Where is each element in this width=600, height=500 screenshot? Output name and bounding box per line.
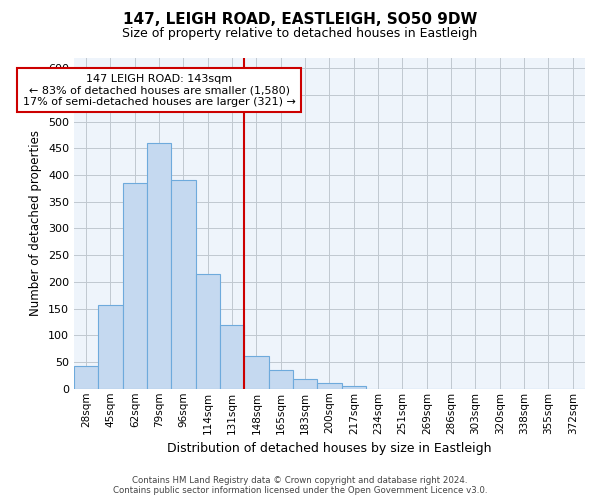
Text: Contains HM Land Registry data © Crown copyright and database right 2024.
Contai: Contains HM Land Registry data © Crown c…	[113, 476, 487, 495]
Bar	[244, 356, 269, 389]
Bar	[98, 305, 122, 389]
Bar	[341, 386, 366, 389]
Text: Size of property relative to detached houses in Eastleigh: Size of property relative to detached ho…	[122, 28, 478, 40]
Bar	[74, 366, 98, 389]
Bar	[293, 379, 317, 389]
Bar	[122, 183, 147, 389]
Bar	[196, 274, 220, 389]
Bar	[220, 324, 244, 389]
X-axis label: Distribution of detached houses by size in Eastleigh: Distribution of detached houses by size …	[167, 442, 492, 455]
Bar	[269, 370, 293, 389]
Bar	[171, 180, 196, 389]
Bar	[147, 143, 171, 389]
Text: 147, LEIGH ROAD, EASTLEIGH, SO50 9DW: 147, LEIGH ROAD, EASTLEIGH, SO50 9DW	[123, 12, 477, 28]
Text: 147 LEIGH ROAD: 143sqm
← 83% of detached houses are smaller (1,580)
17% of semi-: 147 LEIGH ROAD: 143sqm ← 83% of detached…	[23, 74, 296, 106]
Bar	[317, 384, 341, 389]
Y-axis label: Number of detached properties: Number of detached properties	[29, 130, 43, 316]
